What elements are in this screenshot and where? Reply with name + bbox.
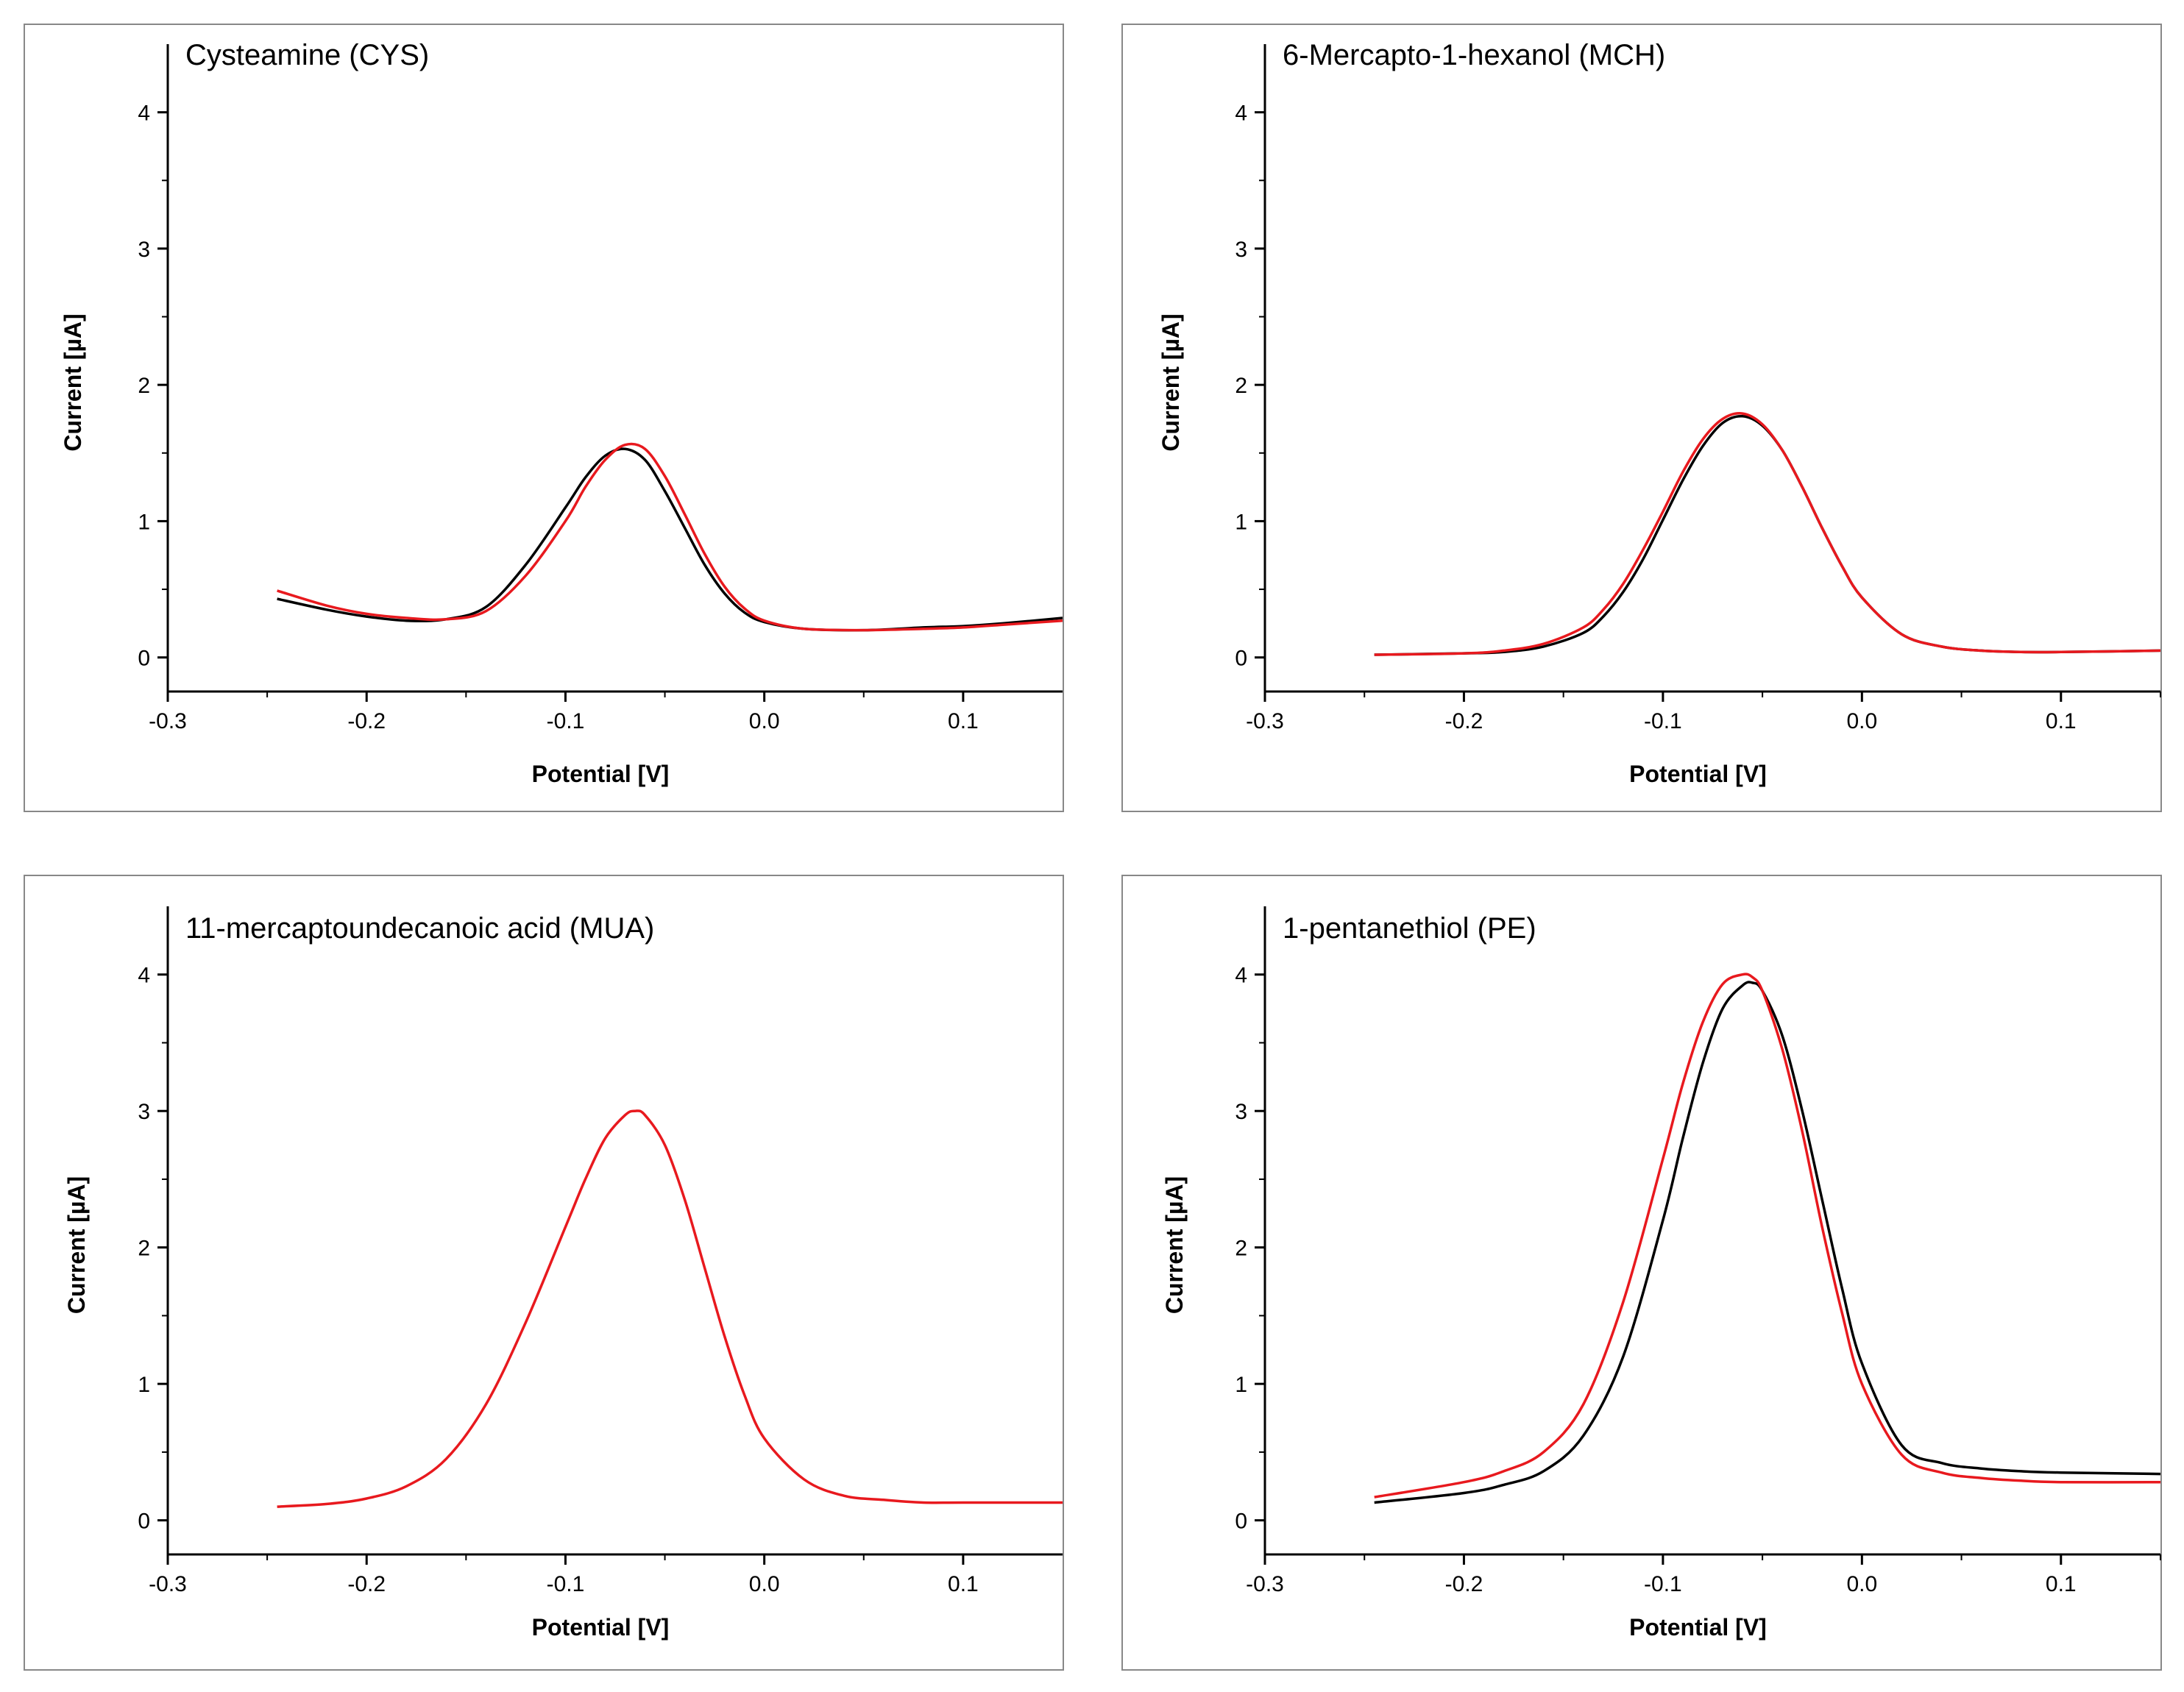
y-tick-label: 4 — [1235, 964, 1247, 988]
y-tick-label: 1 — [138, 510, 150, 534]
series-line-red — [1374, 412, 2160, 656]
panel-frame — [1121, 875, 2162, 1671]
x-tick-label: -0.1 — [1644, 1572, 1682, 1596]
panel-mercaptoundecanoic-acid: 0 1 2 3 4 -0.3 -0.2 -0.1 0.0 0.1 Potential [V] Curr… — [24, 875, 1064, 1671]
x-tick-label: -0.1 — [547, 1572, 585, 1596]
y-axis-title: Current [µA] — [60, 313, 86, 451]
y-tick-label: 2 — [138, 1237, 150, 1261]
y-axis-title: Current [µA] — [1161, 1176, 1188, 1314]
y-tick-label: 3 — [1235, 238, 1247, 262]
panel-title: 6-Mercapto-1-hexanol (MCH) — [1283, 39, 1665, 71]
panel-mercaptohexanol: 0 1 2 3 4 -0.3 -0.2 -0.1 0.0 0.1 Potential [V] Curr… — [1121, 24, 2162, 812]
x-tick-label: -0.2 — [347, 709, 386, 733]
y-tick-label: 3 — [138, 238, 150, 262]
y-tick-label: 0 — [138, 647, 150, 671]
x-tick-label: -0.1 — [547, 709, 585, 733]
y-tick-label: 4 — [1235, 102, 1247, 126]
x-tick-label: 0.0 — [1846, 709, 1877, 733]
y-tick-label: 2 — [1235, 374, 1247, 398]
series-line-black — [1374, 981, 2160, 1504]
panel-cysteamine: 0 1 2 3 4 -0.3 -0.2 -0.1 0.0 0.1 Potential [V] Curr… — [24, 24, 1064, 812]
y-tick-label: 0 — [1235, 1510, 1247, 1534]
panel-frame — [24, 24, 1064, 812]
x-tick-label: -0.2 — [1445, 1572, 1483, 1596]
y-tick-label: 1 — [1235, 1373, 1247, 1397]
y-axis-title: Current [µA] — [1157, 313, 1184, 451]
x-tick-label: 0.0 — [749, 709, 780, 733]
x-axis-title: Potential [V] — [1629, 1614, 1767, 1641]
x-tick-label: -0.2 — [1445, 709, 1483, 733]
y-tick-label: 4 — [138, 102, 150, 126]
x-tick-label: 0.0 — [1846, 1572, 1877, 1596]
series-line-red — [277, 442, 1063, 632]
y-tick-label: 2 — [138, 374, 150, 398]
panel-title: Cysteamine (CYS) — [185, 39, 429, 71]
x-axis-title: Potential [V] — [532, 1614, 670, 1641]
y-tick-label: 1 — [1235, 510, 1247, 534]
x-tick-label: 0.1 — [2046, 709, 2077, 733]
y-tick-label: 3 — [1235, 1100, 1247, 1124]
x-tick-label: -0.3 — [149, 709, 187, 733]
panel-frame — [1121, 24, 2162, 812]
x-tick-label: -0.3 — [149, 1572, 187, 1596]
x-axis-title: Potential [V] — [532, 761, 670, 787]
y-tick-label: 2 — [1235, 1237, 1247, 1261]
y-tick-label: 4 — [138, 964, 150, 988]
series-line-black — [277, 447, 1063, 632]
y-tick-label: 1 — [138, 1373, 150, 1397]
series-line-black — [1374, 414, 2160, 656]
panel-frame — [24, 875, 1064, 1671]
series-line-red — [277, 1109, 1063, 1508]
x-tick-label: 0.1 — [2046, 1572, 2077, 1596]
x-tick-label: 0.1 — [948, 1572, 979, 1596]
y-axis-title: Current [µA] — [63, 1176, 90, 1314]
x-tick-label: -0.2 — [347, 1572, 386, 1596]
y-tick-label: 0 — [1235, 647, 1247, 671]
y-tick-label: 0 — [138, 1510, 150, 1534]
x-axis-title: Potential [V] — [1629, 761, 1767, 787]
x-tick-label: 0.0 — [749, 1572, 780, 1596]
panel-title: 1-pentanethiol (PE) — [1283, 912, 1536, 945]
series-line-red — [1374, 973, 2160, 1499]
y-tick-label: 3 — [138, 1100, 150, 1124]
x-tick-label: -0.3 — [1246, 709, 1284, 733]
panel-pentanethiol: 0 1 2 3 4 -0.3 -0.2 -0.1 0.0 0.1 Potential [V] Curr… — [1121, 875, 2162, 1671]
x-tick-label: -0.3 — [1246, 1572, 1284, 1596]
x-tick-label: -0.1 — [1644, 709, 1682, 733]
panel-title: 11-mercaptoundecanoic acid (MUA) — [185, 912, 654, 945]
x-tick-label: 0.1 — [948, 709, 979, 733]
